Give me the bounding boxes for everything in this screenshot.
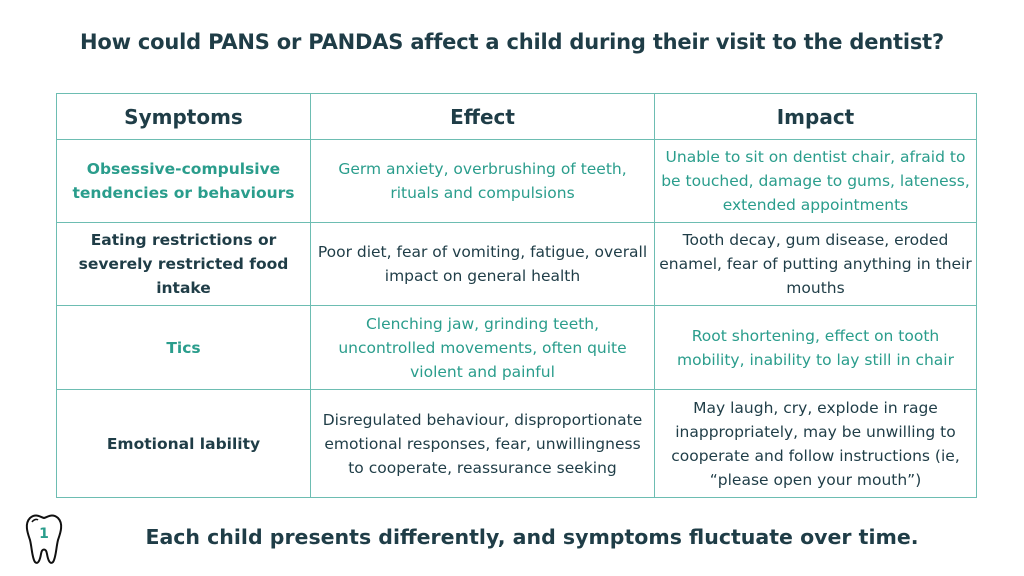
footer-note: Each child presents differently, and sym… — [145, 525, 919, 549]
impact-cell: Root shortening, effect on tooth mobilit… — [654, 305, 977, 390]
symptom-cell: Eating restrictions or severely restrict… — [56, 222, 311, 306]
tooth-number: 1 — [39, 526, 49, 542]
header-impact: Impact — [654, 93, 977, 140]
header-symptoms: Symptoms — [56, 93, 311, 140]
page-title: How could PANS or PANDAS affect a child … — [80, 30, 944, 54]
header-effect: Effect — [310, 93, 655, 140]
impact-cell: Tooth decay, gum disease, eroded enamel,… — [654, 222, 977, 306]
table-row: Tics Clenching jaw, grinding teeth, unco… — [56, 305, 977, 390]
effect-cell: Disregulated behaviour, disproportionate… — [310, 389, 655, 498]
symptoms-table: Symptoms Effect Impact Obsessive-compuls… — [56, 93, 977, 498]
table-row: Eating restrictions or severely restrict… — [56, 222, 977, 306]
effect-cell: Clenching jaw, grinding teeth, uncontrol… — [310, 305, 655, 390]
effect-cell: Germ anxiety, overbrushing of teeth, rit… — [310, 139, 655, 223]
table-row: Emotional lability Disregulated behaviou… — [56, 389, 977, 498]
table-header-row: Symptoms Effect Impact — [56, 93, 977, 140]
symptom-cell: Emotional lability — [56, 389, 311, 498]
table-row: Obsessive-compulsive tendencies or behav… — [56, 139, 977, 223]
impact-cell: May laugh, cry, explode in rage inapprop… — [654, 389, 977, 498]
effect-cell: Poor diet, fear of vomiting, fatigue, ov… — [310, 222, 655, 306]
impact-cell: Unable to sit on dentist chair, afraid t… — [654, 139, 977, 223]
symptom-cell: Obsessive-compulsive tendencies or behav… — [56, 139, 311, 223]
tooth-icon: 1 — [25, 514, 63, 564]
symptom-cell: Tics — [56, 305, 311, 390]
